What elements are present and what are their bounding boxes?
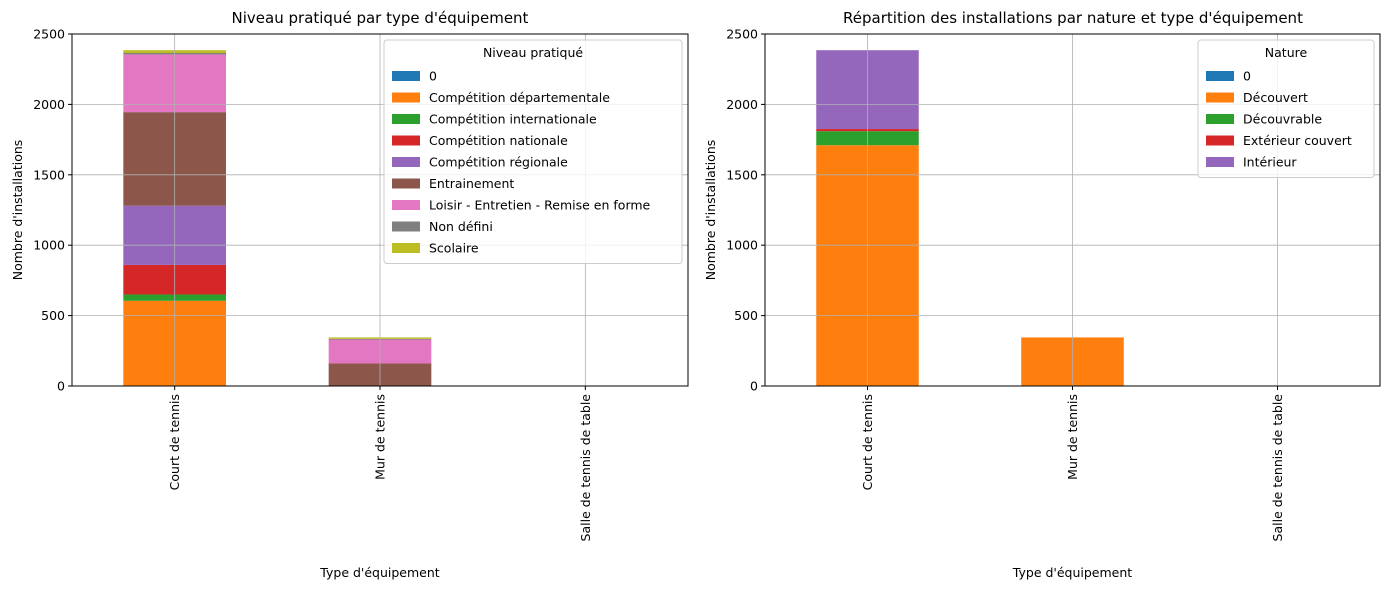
legend-entry: Découvrable <box>1243 112 1322 127</box>
legend-entry: Loisir - Entretien - Remise en forme <box>429 198 651 213</box>
legend-swatch <box>392 71 420 81</box>
legend-swatch <box>392 221 420 232</box>
y-tick-label: 0 <box>57 379 65 394</box>
chart-title: Répartition des installations par nature… <box>843 9 1303 27</box>
y-tick-label: 1500 <box>726 167 758 182</box>
x-tick-label: Mur de tennis <box>1065 394 1080 480</box>
y-axis-label: Nombre d'installations <box>703 140 718 281</box>
x-tick-label: Mur de tennis <box>373 394 388 480</box>
y-tick-label: 2500 <box>726 27 758 42</box>
legend-swatch <box>392 114 420 124</box>
legend: Nature 0 Découvert Découvrable Extérieur cou… <box>1197 39 1375 178</box>
legend-entry: Non défini <box>429 219 493 234</box>
legend-entry: 0 <box>429 69 437 84</box>
x-tick-label: Court de tennis <box>167 394 182 490</box>
legend-swatch <box>392 135 420 146</box>
legend-entry: Compétition départementale <box>429 90 610 105</box>
legend-box <box>1197 39 1375 178</box>
legend-swatch <box>1206 157 1234 167</box>
y-tick-label: 0 <box>750 379 758 394</box>
x-tick-label: Salle de tennis de table <box>1270 394 1285 542</box>
legend-entry: Scolaire <box>429 241 479 256</box>
legend-box <box>383 39 683 264</box>
legend-swatch <box>392 200 420 210</box>
legend-entry: Compétition internationale <box>429 112 597 127</box>
y-axis-label: Nombre d'installations <box>10 140 25 281</box>
y-tick-label: 2000 <box>33 97 65 112</box>
x-axis-label: Type d'équipement <box>319 565 439 580</box>
y-tick-label: 2000 <box>726 97 758 112</box>
legend-swatch <box>392 243 420 253</box>
legend-swatch <box>1206 114 1234 124</box>
legend-entry: Intérieur <box>1243 155 1297 170</box>
y-tick-label: 1000 <box>33 238 65 253</box>
y-tick-label: 1000 <box>726 238 758 253</box>
legend-swatch <box>1206 135 1234 146</box>
bars <box>816 50 1124 386</box>
legend-entry: Compétition nationale <box>429 133 568 148</box>
legend-entry: Découvert <box>1243 90 1308 105</box>
y-tick-label: 500 <box>734 308 758 323</box>
legend-entry: 0 <box>1243 69 1251 84</box>
legend-swatch <box>1206 71 1234 81</box>
chart-title: Niveau pratiqué par type d'équipement <box>232 9 529 27</box>
x-tick-label: Court de tennis <box>860 394 875 490</box>
legend-title: Niveau pratiqué <box>483 45 583 60</box>
legend-entry: Entrainement <box>429 176 514 191</box>
legend-entry: Extérieur couvert <box>1243 133 1352 148</box>
legend-swatch <box>392 157 420 167</box>
legend-swatch <box>392 178 420 189</box>
y-tick-label: 1500 <box>33 167 65 182</box>
legend: Niveau pratiqué 0 Compétition départementa… <box>383 39 683 264</box>
legend-title: Nature <box>1265 45 1308 60</box>
y-tick-label: 500 <box>41 308 65 323</box>
x-tick-label: Salle de tennis de table <box>578 394 593 542</box>
chart-2: Répartition des installations par nature… <box>703 9 1381 580</box>
chart-1: Niveau pratiqué par type d'équipement 0 50… <box>10 9 689 580</box>
y-tick-label: 2500 <box>33 27 65 42</box>
x-axis-label: Type d'équipement <box>1012 565 1132 580</box>
legend-swatch <box>1206 92 1234 103</box>
legend-swatch <box>392 92 420 103</box>
legend-entry: Compétition régionale <box>429 155 568 170</box>
